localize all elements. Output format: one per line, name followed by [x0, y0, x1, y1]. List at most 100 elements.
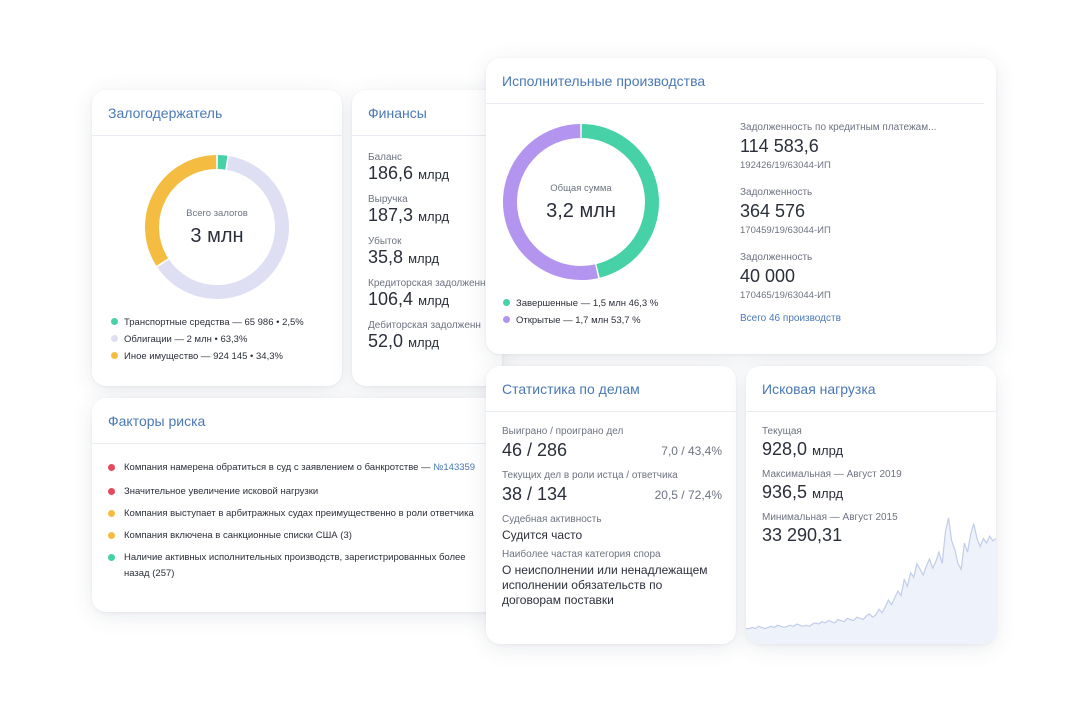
finance-list: Баланс 186,6 млрд Выручка 187,3 млрд Убы… — [368, 152, 486, 362]
legend-dot — [111, 318, 118, 325]
legend-dot — [503, 299, 510, 306]
lawsuit-series-line — [746, 517, 996, 630]
enforcement-item[interactable]: Задолженность 40 000 170465/19/63044-ИП — [740, 252, 970, 313]
lawsuit-area-fill — [746, 518, 996, 644]
risk-text: Компания намерена обратиться в суд с зая… — [124, 462, 434, 473]
risk-card: Факторы риска Компания намерена обратить… — [92, 398, 502, 612]
stats-current: Текущих дел в роли истца / ответчика 38 … — [502, 470, 722, 505]
finance-card: Финансы Баланс 186,6 млрд Выручка 187,3 … — [352, 90, 502, 386]
enforcement-item-value: 364 576 — [740, 201, 806, 221]
donut-segment[interactable] — [581, 124, 659, 278]
lawsuit-max-value: 936,5 млрд — [762, 482, 844, 502]
legend-label: Открытые — 1,7 млн 53,7 % — [516, 315, 641, 326]
lawsuit-title[interactable]: Исковая нагрузка — [746, 366, 996, 412]
pledge-center-label: Всего залогов — [186, 208, 248, 219]
risk-text: Значительное увеличение исковой нагрузки — [124, 486, 319, 497]
finance-item-label: Выручка — [368, 194, 408, 205]
enforcement-title[interactable]: Исполнительные производства — [486, 58, 984, 104]
enforcement-item-id: 170459/19/63044-ИП — [740, 225, 831, 236]
enforcement-item[interactable]: Задолженность по кредитным платежам... 1… — [740, 122, 970, 187]
risk-text: Компания выступает в арбитражных судах п… — [124, 508, 474, 519]
finance-item-value: 187,3 млрд — [368, 205, 450, 225]
legend-dot — [111, 335, 118, 342]
legend-item: Завершенные — 1,5 млн 46,3 % — [503, 295, 658, 312]
enforcement-item-label: Задолженность по кредитным платежам... — [740, 122, 937, 133]
lawsuit-current-value: 928,0 млрд — [762, 439, 844, 459]
stats-current-pct: 20,5 / 72,4% — [654, 488, 722, 502]
legend-item: Транспортные средства — 65 986 • 2,5% — [111, 314, 304, 331]
stats-won-value: 46 / 286 — [502, 440, 568, 460]
pledge-donut-chart — [145, 155, 289, 299]
enforcement-list: Задолженность по кредитным платежам... 1… — [740, 122, 970, 324]
pledge-card: Залогодержатель Всего залогов 3 млн Тран… — [92, 90, 342, 386]
enforcement-item[interactable]: Задолженность 364 576 170459/19/63044-ИП — [740, 187, 970, 252]
lawsuit-min-label: Минимальная — Август 2015 — [762, 512, 898, 523]
finance-item-label: Баланс — [368, 152, 403, 163]
risk-item: Компания включена в санкционные списки С… — [108, 528, 352, 544]
finance-title[interactable]: Финансы — [352, 90, 502, 136]
finance-item: Убыток 35,8 млрд — [368, 236, 486, 278]
enforcement-item-value: 114 583,6 — [740, 136, 819, 156]
donut-segment[interactable] — [145, 155, 217, 266]
risk-item: Значительное увеличение исковой нагрузки — [108, 484, 318, 500]
risk-dot — [108, 488, 115, 495]
enforcement-center-label: Общая сумма — [550, 183, 612, 194]
enforcement-card: Исполнительные производства Общая сумма … — [486, 58, 996, 354]
legend-label: Завершенные — 1,5 млн 46,3 % — [516, 298, 659, 309]
risk-text: Компания включена в санкционные списки С… — [124, 530, 352, 541]
enforcement-item-id: 170465/19/63044-ИП — [740, 290, 831, 301]
stats-current-label: Текущих дел в роли истца / ответчика — [502, 470, 678, 481]
lawsuit-max-label: Максимальная — Август 2019 — [762, 469, 902, 480]
stats-card: Статистика по делам Выиграно / проиграно… — [486, 366, 736, 644]
stats-won-pct: 7,0 / 43,4% — [661, 444, 722, 458]
stats-activity-value: Судится часто — [502, 528, 583, 542]
risk-dot — [108, 532, 115, 539]
legend-item: Открытые — 1,7 млн 53,7 % — [503, 312, 658, 329]
stats-won: Выиграно / проиграно дел 46 / 286 7,0 / … — [502, 426, 722, 461]
finance-item: Баланс 186,6 млрд — [368, 152, 486, 194]
stats-activity: Судебная активность Судится часто — [502, 514, 602, 542]
risk-dot — [108, 554, 115, 561]
lawsuit-current: Текущая 928,0 млрд — [762, 426, 843, 460]
lawsuit-min-value: 33 290,31 — [762, 525, 843, 545]
pledge-center-value: 3 млн — [190, 225, 244, 247]
lawsuit-card: Исковая нагрузка Текущая 928,0 млрд Макс… — [746, 366, 996, 644]
donut-segment[interactable] — [217, 155, 228, 170]
lawsuit-max: Максимальная — Август 2019 936,5 млрд — [762, 469, 902, 503]
finance-item: Выручка 187,3 млрд — [368, 194, 486, 236]
pledge-donut-center: Всего залогов 3 млн — [167, 208, 267, 248]
finance-item-value: 35,8 млрд — [368, 247, 440, 267]
finance-item-value: 52,0 млрд — [368, 331, 440, 351]
donut-segment[interactable] — [503, 124, 599, 280]
stats-category-label: Наиболее частая категория спора — [502, 549, 661, 560]
risk-text: Наличие активных исполнительных производ… — [124, 552, 466, 563]
risk-text-cont: назад (257) — [124, 568, 175, 579]
risk-dot — [108, 510, 115, 517]
legend-item: Облигации — 2 млн • 63,3% — [111, 331, 304, 348]
all-enforcement-link[interactable]: Всего 46 производств — [740, 313, 841, 324]
enforcement-item-label: Задолженность — [740, 252, 813, 263]
enforcement-item-value: 40 000 — [740, 266, 796, 286]
risk-link[interactable]: №143359 — [433, 462, 476, 473]
donut-segment[interactable] — [157, 156, 289, 299]
stats-activity-label: Судебная активность — [502, 514, 602, 525]
legend-label: Транспортные средства — 65 986 • 2,5% — [124, 317, 304, 328]
lawsuit-min: Минимальная — Август 2015 33 290,31 — [762, 512, 898, 546]
enforcement-center-value: 3,2 млн — [546, 200, 616, 222]
risk-item: Компания выступает в арбитражных судах п… — [108, 506, 474, 522]
enforcement-legend: Завершенные — 1,5 млн 46,3 % Открытые — … — [503, 295, 658, 329]
finance-item-label: Дебиторская задолженн — [368, 320, 481, 331]
finance-item-label: Кредиторская задолженн — [368, 278, 486, 289]
finance-item-label: Убыток — [368, 236, 402, 247]
enforcement-donut-chart — [503, 124, 659, 280]
risk-item: Наличие активных исполнительных производ… — [108, 550, 466, 582]
lawsuit-current-label: Текущая — [762, 426, 802, 437]
legend-label: Облигации — 2 млн • 63,3% — [124, 334, 248, 345]
risk-title[interactable]: Факторы риска — [92, 398, 502, 444]
lawsuit-area-chart — [746, 517, 996, 644]
pledge-legend: Транспортные средства — 65 986 • 2,5% Об… — [111, 314, 304, 365]
pledge-title[interactable]: Залогодержатель — [92, 90, 342, 136]
finance-item-value: 186,6 млрд — [368, 163, 450, 183]
legend-label: Иное имущество — 924 145 • 34,3% — [124, 351, 283, 362]
stats-title[interactable]: Статистика по делам — [486, 366, 736, 412]
